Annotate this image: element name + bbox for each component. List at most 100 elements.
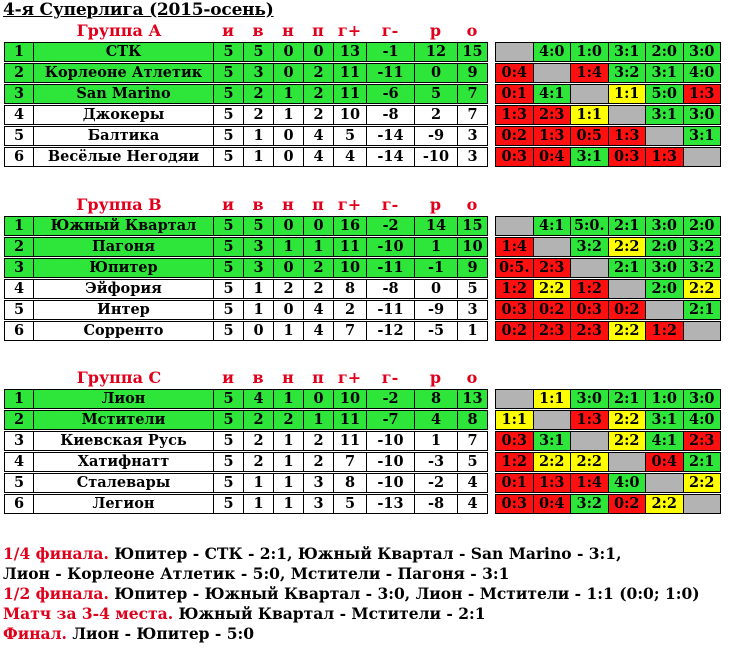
stat-d: 0 (273, 147, 304, 167)
stat-diff: -1 (414, 258, 458, 278)
self-match-cell (570, 431, 609, 451)
team-name: Лион (33, 389, 214, 409)
stat-l: 0 (303, 216, 334, 236)
stat-g: 5 (213, 300, 244, 320)
match-result-cell: 0:3 (495, 431, 534, 451)
stat-w: 5 (243, 42, 274, 62)
stat-gf: 5 (333, 126, 367, 146)
stat-pos: 1 (4, 42, 34, 62)
team-name: Юпитер (33, 258, 214, 278)
match-result-cell: 2:0 (645, 237, 684, 257)
stat-gf: 8 (333, 473, 367, 493)
stat-gf: 8 (333, 279, 367, 299)
team-name: СТК (33, 42, 214, 62)
stat-pos: 6 (4, 147, 34, 167)
column-header-d: н (282, 195, 294, 214)
match-result-cell: 1:4 (570, 473, 609, 493)
stat-g: 5 (213, 42, 244, 62)
stat-ga: -14 (366, 126, 415, 146)
match-result-cell: 3:1 (645, 63, 684, 83)
stat-ga: -11 (366, 258, 415, 278)
stat-gf: 11 (333, 84, 367, 104)
table-row: 6 Сорренто 5 0 1 4 7 -12 -5 1 0:2 2:3 2:3 2:2 1:2 (4, 321, 724, 341)
stat-gf: 4 (333, 147, 367, 167)
team-name: Хатифнатт (33, 452, 214, 472)
playoff-notes: 1/4 финала. Юпитер - СТК - 2:1, Южный Кв… (3, 544, 727, 644)
stat-diff: -5 (414, 321, 458, 341)
stage-label: 1/2 финала. (3, 584, 109, 603)
stat-g: 5 (213, 147, 244, 167)
stat-pos: 4 (4, 452, 34, 472)
match-result-cell: 2:2 (645, 494, 684, 514)
stat-pos: 1 (4, 216, 34, 236)
table-row: 1 СТК 5 5 0 0 13 -1 12 15 4:0 1:0 3:1 2:0 3:0 (4, 42, 724, 62)
stat-diff: 12 (414, 42, 458, 62)
stat-diff: 8 (414, 389, 458, 409)
match-result-cell: 4:0 (532, 42, 571, 62)
match-result-cell: 1:1 (570, 105, 609, 125)
stat-w: 3 (243, 258, 274, 278)
stage-label: Матч за 3-4 места. (3, 604, 174, 623)
table-row: 1 Южный Квартал 5 5 0 0 16 -2 14 15 4:1 5:0. 2:1 3:0 2… (4, 216, 724, 236)
stat-gf: 13 (333, 42, 367, 62)
column-header-w: в (252, 368, 264, 387)
match-result-cell: 0:2 (607, 494, 646, 514)
stat-pts: 9 (457, 258, 488, 278)
group-header: Группа В и в н п г+ г-р о (4, 194, 724, 216)
stat-ga: -2 (366, 216, 415, 236)
column-header-w: в (252, 195, 264, 214)
stat-d: 1 (273, 473, 304, 493)
team-name: Киевская Русь (33, 431, 214, 451)
stat-diff: -9 (414, 300, 458, 320)
column-header-w: в (252, 21, 264, 40)
match-result-cell: 4:1 (645, 431, 684, 451)
stat-d: 1 (273, 237, 304, 257)
stat-d: 1 (273, 389, 304, 409)
column-header-ga: г- (381, 368, 399, 387)
match-result-cell: 3:1 (607, 42, 646, 62)
stat-l: 4 (303, 147, 334, 167)
stat-d: 0 (273, 63, 304, 83)
stat-w: 1 (243, 473, 274, 493)
table-row: 2 Пагоня 5 3 1 1 11 -10 1 10 1:4 3:2 2:2 2:0 3:2 (4, 237, 724, 257)
column-header-diff: р (429, 21, 442, 40)
stat-ga: -11 (366, 300, 415, 320)
stat-pts: 1 (457, 321, 488, 341)
stat-g: 5 (213, 105, 244, 125)
match-result-cell: 1:1 (495, 410, 534, 430)
team-name: San Marino (33, 84, 214, 104)
stat-ga: -10 (366, 452, 415, 472)
stat-pts: 10 (457, 237, 488, 257)
stat-gf: 16 (333, 216, 367, 236)
stat-l: 2 (303, 431, 334, 451)
group-name: Группа В (76, 195, 162, 214)
match-result-cell: 0:4 (645, 452, 684, 472)
stat-gf: 11 (333, 63, 367, 83)
match-result-cell: 3:2 (570, 494, 609, 514)
column-header-pts: о (466, 195, 478, 214)
self-match-cell (532, 237, 571, 257)
stat-diff: -3 (414, 452, 458, 472)
match-result-cell: 2:2 (607, 431, 646, 451)
match-result-cell: 0:3 (495, 300, 534, 320)
stat-g: 5 (213, 126, 244, 146)
match-result-cell: 2:3 (532, 321, 571, 341)
table-row: 5 Балтика 5 1 0 4 5 -14 -9 3 0:2 1:3 0:5 1:3 3:1 (4, 126, 724, 146)
table-row: 3 Киевская Русь 5 2 1 2 11 -10 1 7 0:3 3:1 2:2 4:1 2:3 (4, 431, 724, 451)
match-result-cell: 2:1 (682, 300, 721, 320)
stat-w: 5 (243, 216, 274, 236)
stat-pts: 15 (457, 42, 488, 62)
match-result-cell: 0:4 (532, 494, 571, 514)
note-line: Матч за 3-4 места. Южный Квартал - Мстит… (3, 604, 727, 624)
column-header-l: п (312, 368, 324, 387)
match-result-cell: 0:1 (495, 84, 534, 104)
match-result-cell: 2:1 (607, 258, 646, 278)
column-header-pts: о (466, 21, 478, 40)
match-result-cell: 1:2 (495, 452, 534, 472)
stat-pts: 5 (457, 452, 488, 472)
stat-g: 5 (213, 258, 244, 278)
group-header: Группа А и в н п г+ г-р о (4, 20, 724, 42)
stat-w: 1 (243, 126, 274, 146)
match-result-cell: 3:0 (682, 105, 721, 125)
match-result-cell: 0:4 (495, 63, 534, 83)
